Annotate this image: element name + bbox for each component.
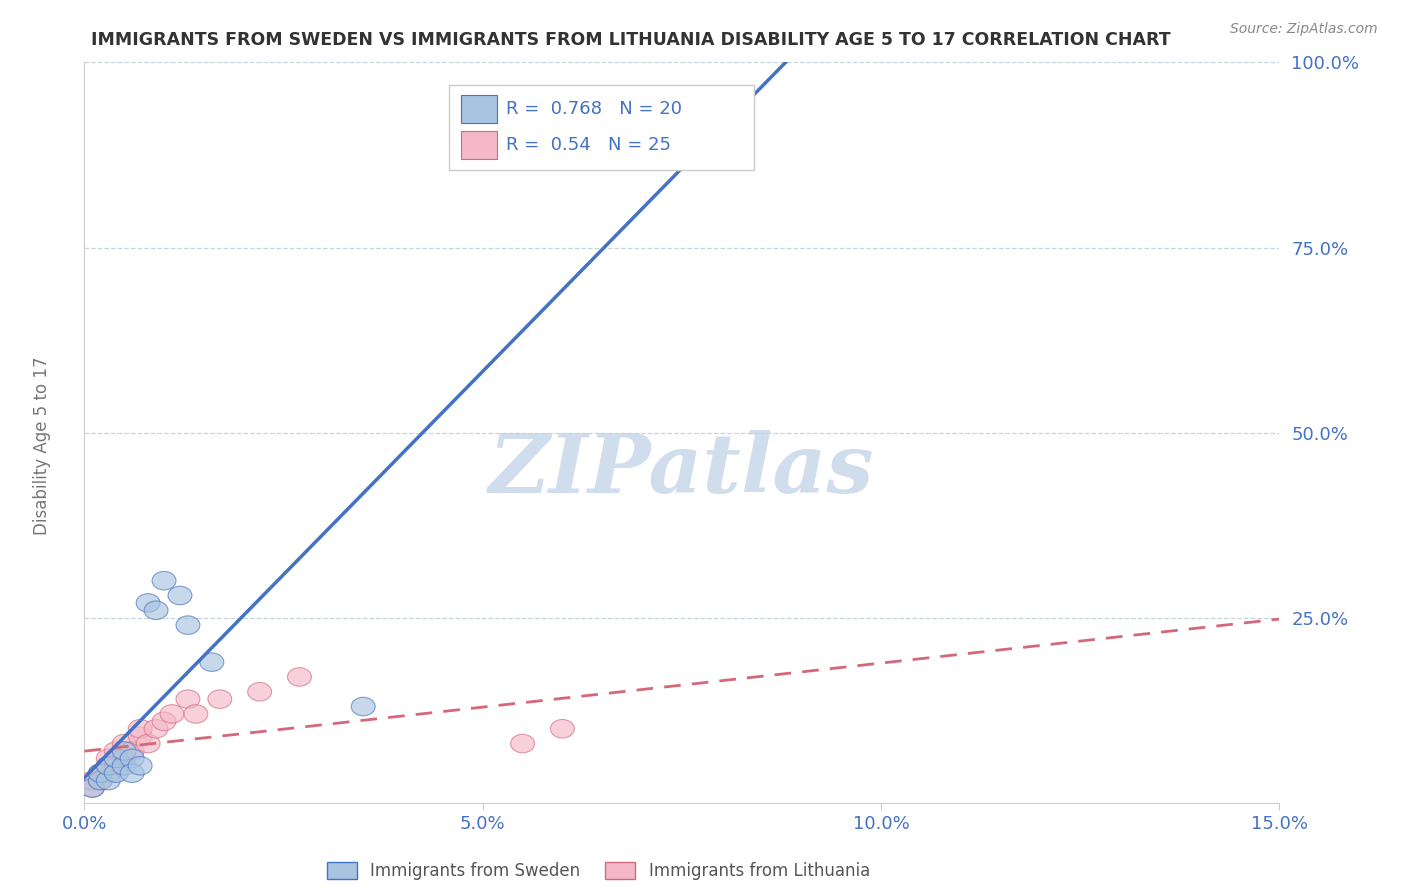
Ellipse shape bbox=[104, 749, 128, 768]
Ellipse shape bbox=[112, 742, 136, 760]
Ellipse shape bbox=[89, 772, 112, 789]
FancyBboxPatch shape bbox=[461, 130, 496, 159]
Ellipse shape bbox=[128, 756, 152, 775]
Ellipse shape bbox=[121, 764, 145, 782]
Ellipse shape bbox=[80, 779, 104, 797]
Ellipse shape bbox=[128, 720, 152, 738]
Text: Disability Age 5 to 17: Disability Age 5 to 17 bbox=[34, 357, 51, 535]
Ellipse shape bbox=[112, 756, 136, 775]
Ellipse shape bbox=[200, 653, 224, 672]
Ellipse shape bbox=[104, 756, 128, 775]
Ellipse shape bbox=[247, 682, 271, 701]
Ellipse shape bbox=[89, 764, 112, 782]
Ellipse shape bbox=[160, 705, 184, 723]
Ellipse shape bbox=[80, 779, 104, 797]
Ellipse shape bbox=[176, 615, 200, 634]
Ellipse shape bbox=[551, 720, 575, 738]
Ellipse shape bbox=[614, 150, 638, 168]
Ellipse shape bbox=[112, 749, 136, 768]
Ellipse shape bbox=[96, 772, 121, 789]
Ellipse shape bbox=[136, 734, 160, 753]
Ellipse shape bbox=[352, 698, 375, 715]
Text: R =  0.768   N = 20: R = 0.768 N = 20 bbox=[506, 100, 682, 118]
Legend: Immigrants from Sweden, Immigrants from Lithuania: Immigrants from Sweden, Immigrants from … bbox=[321, 855, 876, 887]
Ellipse shape bbox=[121, 749, 145, 768]
Text: R =  0.54   N = 25: R = 0.54 N = 25 bbox=[506, 136, 671, 153]
Ellipse shape bbox=[96, 756, 121, 775]
Ellipse shape bbox=[152, 712, 176, 731]
Ellipse shape bbox=[96, 749, 121, 768]
FancyBboxPatch shape bbox=[449, 85, 754, 169]
Ellipse shape bbox=[80, 772, 104, 789]
Ellipse shape bbox=[136, 594, 160, 612]
Ellipse shape bbox=[104, 764, 128, 782]
FancyBboxPatch shape bbox=[461, 95, 496, 123]
Ellipse shape bbox=[510, 734, 534, 753]
Ellipse shape bbox=[145, 720, 169, 738]
Ellipse shape bbox=[96, 756, 121, 775]
Ellipse shape bbox=[176, 690, 200, 708]
Ellipse shape bbox=[288, 668, 312, 686]
Ellipse shape bbox=[96, 764, 121, 782]
Ellipse shape bbox=[152, 572, 176, 590]
Text: IMMIGRANTS FROM SWEDEN VS IMMIGRANTS FROM LITHUANIA DISABILITY AGE 5 TO 17 CORRE: IMMIGRANTS FROM SWEDEN VS IMMIGRANTS FRO… bbox=[91, 31, 1171, 49]
Ellipse shape bbox=[121, 742, 145, 760]
Ellipse shape bbox=[89, 772, 112, 789]
Ellipse shape bbox=[184, 705, 208, 723]
Text: ZIPatlas: ZIPatlas bbox=[489, 430, 875, 509]
Ellipse shape bbox=[208, 690, 232, 708]
Ellipse shape bbox=[89, 764, 112, 782]
Ellipse shape bbox=[169, 586, 191, 605]
Text: Source: ZipAtlas.com: Source: ZipAtlas.com bbox=[1230, 22, 1378, 37]
Ellipse shape bbox=[145, 601, 169, 620]
Ellipse shape bbox=[112, 734, 136, 753]
Ellipse shape bbox=[104, 742, 128, 760]
Ellipse shape bbox=[128, 727, 152, 746]
